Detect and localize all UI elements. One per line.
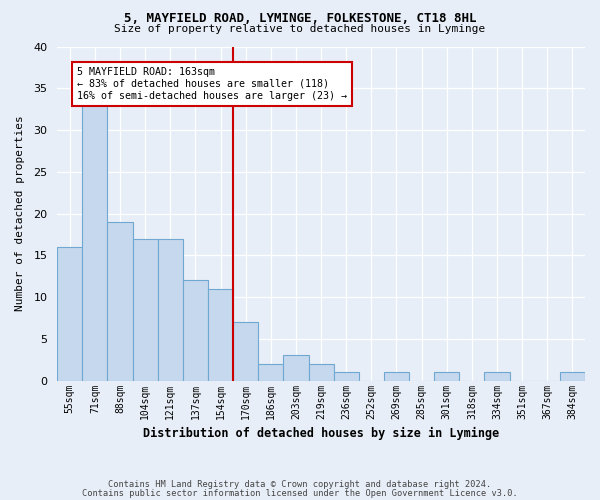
Bar	[158, 238, 183, 380]
Bar	[57, 247, 82, 380]
Bar	[258, 364, 283, 380]
Bar	[484, 372, 509, 380]
Bar	[133, 238, 158, 380]
X-axis label: Distribution of detached houses by size in Lyminge: Distribution of detached houses by size …	[143, 427, 499, 440]
Bar	[308, 364, 334, 380]
Bar	[434, 372, 460, 380]
Bar	[334, 372, 359, 380]
Bar	[384, 372, 409, 380]
Bar	[283, 356, 308, 380]
Text: Contains HM Land Registry data © Crown copyright and database right 2024.: Contains HM Land Registry data © Crown c…	[109, 480, 491, 489]
Text: Contains public sector information licensed under the Open Government Licence v3: Contains public sector information licen…	[82, 488, 518, 498]
Bar	[183, 280, 208, 380]
Y-axis label: Number of detached properties: Number of detached properties	[15, 116, 25, 312]
Bar	[208, 288, 233, 380]
Text: 5 MAYFIELD ROAD: 163sqm
← 83% of detached houses are smaller (118)
16% of semi-d: 5 MAYFIELD ROAD: 163sqm ← 83% of detache…	[77, 68, 347, 100]
Bar	[560, 372, 585, 380]
Text: 5, MAYFIELD ROAD, LYMINGE, FOLKESTONE, CT18 8HL: 5, MAYFIELD ROAD, LYMINGE, FOLKESTONE, C…	[124, 12, 476, 26]
Bar	[82, 105, 107, 380]
Bar	[107, 222, 133, 380]
Text: Size of property relative to detached houses in Lyminge: Size of property relative to detached ho…	[115, 24, 485, 34]
Bar	[233, 322, 258, 380]
